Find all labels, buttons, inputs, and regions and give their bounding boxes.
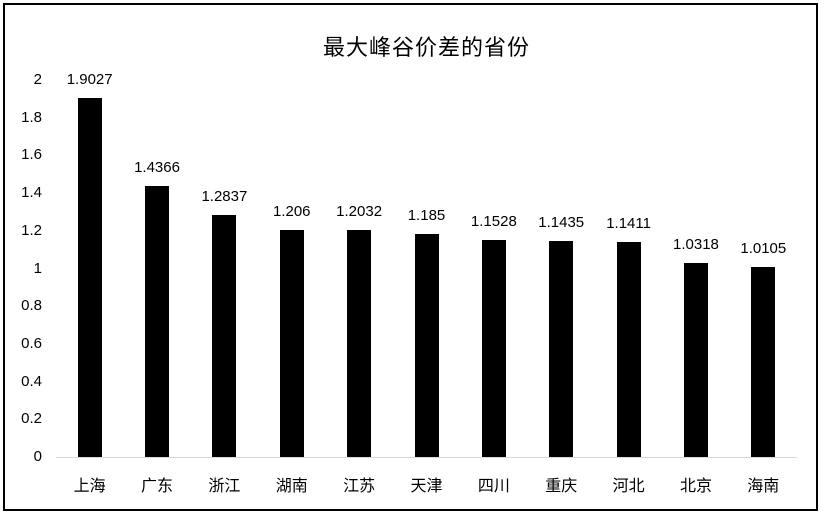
x-category-label: 河北 [612,478,645,495]
bar [549,241,574,457]
y-tick-label: 1.4 [21,184,42,202]
x-category-label: 湖南 [275,478,308,495]
bar-value-label: 1.9027 [66,71,113,89]
bar-value-label: 1.0318 [673,235,719,253]
bar [347,230,372,457]
chart-frame [3,3,818,511]
x-category-label: 海南 [747,478,780,495]
bar-value-label: 1.206 [272,202,311,220]
x-category-label: 四川 [477,478,510,495]
x-category-label: 浙江 [208,478,241,495]
bar [683,262,708,457]
bar-value-label: 1.2837 [201,188,248,206]
y-tick-label: 0.2 [21,410,42,428]
y-tick-label: 0 [33,448,42,465]
bar-value-label: 1.2032 [336,203,383,221]
x-axis-line [56,457,797,458]
chart-title: 最大峰谷价差的省份 [322,35,530,60]
bar-value-label: 1.4366 [134,159,180,177]
bar [212,215,237,457]
y-tick-label: 1.2 [21,221,42,239]
y-tick-label: 0.8 [21,297,42,315]
bar-value-label: 1.185 [407,206,446,224]
y-tick-label: 1 [33,259,42,277]
y-tick-label: 0.4 [21,372,42,390]
y-tick-label: 2 [33,71,42,88]
bar [145,186,170,457]
y-tick-label: 1.6 [21,146,42,164]
bar [414,233,439,457]
y-tick-label: 0.6 [21,334,42,352]
bar-value-label: 1.1435 [538,214,585,232]
x-category-label: 重庆 [545,478,578,495]
bar-value-label: 1.1528 [470,212,517,230]
bar [279,229,304,457]
bar [616,241,641,457]
y-tick-label: 1.8 [21,108,42,126]
bar [77,98,102,457]
bar [751,266,776,457]
x-category-label: 北京 [679,478,712,495]
bar-value-label: 1.0105 [740,239,787,257]
x-category-label: 上海 [73,478,106,495]
x-category-label: 天津 [410,478,443,495]
bar [481,239,506,457]
x-category-label: 江苏 [343,478,376,495]
bar-value-label: 1.1411 [606,214,651,232]
x-category-label: 广东 [141,478,174,495]
